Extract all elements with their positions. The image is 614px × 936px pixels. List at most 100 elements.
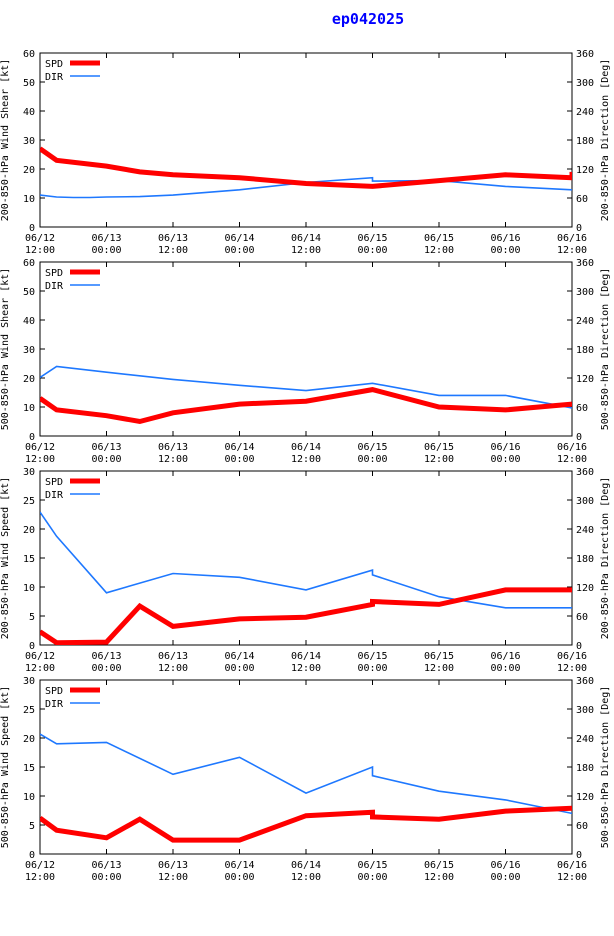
y2-tick-label: 120: [576, 792, 594, 803]
chart-panel-3: 05101520253006012018024030036006/1212:00…: [0, 467, 611, 674]
x-tick-time: 00:00: [490, 454, 520, 465]
y2-tick-label: 60: [576, 821, 588, 832]
y2-tick-label: 180: [576, 136, 594, 147]
x-tick-date: 06/14: [291, 442, 321, 453]
y-tick-label: 0: [29, 641, 35, 652]
spd-series-line: [40, 805, 572, 843]
x-tick-time: 12:00: [158, 454, 188, 465]
x-tick-time: 12:00: [424, 663, 454, 674]
y2-tick-label: 60: [576, 194, 588, 205]
spd-series-line: [40, 146, 572, 189]
x-tick-time: 12:00: [158, 663, 188, 674]
y-tick-label: 15: [23, 554, 35, 565]
y2-tick-label: 360: [576, 467, 594, 478]
x-tick-time: 12:00: [424, 245, 454, 256]
y-tick-label: 60: [23, 258, 35, 269]
y-tick-label: 10: [23, 792, 35, 803]
x-tick-date: 06/15: [357, 651, 387, 662]
spd-series-line: [40, 587, 572, 645]
y-tick-label: 20: [23, 374, 35, 385]
x-tick-time: 00:00: [357, 872, 387, 883]
y2-axis-label: 200-850-hPa Direction [Deg]: [600, 477, 611, 640]
dir-series-line: [40, 733, 572, 815]
x-tick-time: 00:00: [490, 245, 520, 256]
y-tick-label: 0: [29, 850, 35, 861]
x-tick-date: 06/13: [158, 860, 188, 871]
y2-tick-label: 60: [576, 403, 588, 414]
dir-series-line: [40, 365, 572, 409]
y2-tick-label: 120: [576, 374, 594, 385]
x-tick-date: 06/14: [224, 860, 254, 871]
x-tick-date: 06/13: [158, 442, 188, 453]
x-tick-date: 06/15: [357, 233, 387, 244]
y-tick-label: 50: [23, 287, 35, 298]
y2-tick-label: 300: [576, 78, 594, 89]
y2-tick-label: 360: [576, 676, 594, 687]
y-tick-label: 5: [29, 821, 35, 832]
x-tick-date: 06/14: [291, 233, 321, 244]
y2-tick-label: 180: [576, 345, 594, 356]
x-tick-time: 12:00: [291, 872, 321, 883]
x-tick-date: 06/15: [424, 860, 454, 871]
y2-tick-label: 180: [576, 763, 594, 774]
x-tick-time: 00:00: [490, 663, 520, 674]
dir-series-line: [40, 176, 572, 199]
x-tick-time: 12:00: [291, 454, 321, 465]
x-tick-time: 00:00: [91, 245, 121, 256]
x-tick-date: 06/13: [158, 651, 188, 662]
x-tick-time: 00:00: [224, 663, 254, 674]
x-tick-time: 12:00: [557, 454, 587, 465]
plot-frame: [39, 52, 573, 228]
y-tick-label: 40: [23, 316, 35, 327]
x-tick-date: 06/16: [490, 442, 520, 453]
y-axis-label: 500-850-hPa Wind Shear [kt]: [0, 268, 11, 431]
x-tick-date: 06/15: [424, 651, 454, 662]
y2-tick-label: 0: [576, 850, 582, 861]
y2-axis-label: 500-850-hPa Direction [Deg]: [600, 268, 611, 431]
legend-spd-label: SPD: [45, 477, 63, 488]
x-tick-date: 06/14: [224, 233, 254, 244]
x-tick-date: 06/15: [357, 860, 387, 871]
x-tick-time: 00:00: [91, 872, 121, 883]
legend-dir-label: DIR: [45, 699, 64, 710]
x-tick-time: 12:00: [158, 245, 188, 256]
x-tick-time: 12:00: [25, 663, 55, 674]
x-tick-date: 06/16: [557, 233, 587, 244]
y-tick-label: 30: [23, 136, 35, 147]
x-tick-time: 00:00: [357, 245, 387, 256]
legend-dir-label: DIR: [45, 490, 64, 501]
y-tick-label: 60: [23, 49, 35, 60]
x-tick-date: 06/16: [490, 233, 520, 244]
y-tick-label: 30: [23, 345, 35, 356]
legend-dir-label: DIR: [45, 281, 64, 292]
chart-panels: 010203040506006012018024030036006/1212:0…: [0, 49, 611, 883]
x-tick-date: 06/12: [25, 651, 55, 662]
legend-spd-label: SPD: [45, 268, 63, 279]
y2-tick-label: 0: [576, 641, 582, 652]
y-tick-label: 20: [23, 734, 35, 745]
x-tick-time: 00:00: [357, 663, 387, 674]
x-tick-date: 06/16: [557, 442, 587, 453]
x-tick-date: 06/16: [557, 651, 587, 662]
x-tick-time: 12:00: [25, 872, 55, 883]
y2-tick-label: 0: [576, 432, 582, 443]
x-tick-time: 12:00: [158, 872, 188, 883]
x-tick-time: 12:00: [557, 663, 587, 674]
x-tick-date: 06/14: [291, 651, 321, 662]
y2-tick-label: 300: [576, 705, 594, 716]
y2-axis-label: 500-850-hPa Direction [Deg]: [600, 686, 611, 849]
y-tick-label: 15: [23, 763, 35, 774]
y-tick-label: 0: [29, 432, 35, 443]
y-tick-label: 25: [23, 705, 35, 716]
chart-panel-1: 010203040506006012018024030036006/1212:0…: [0, 49, 611, 256]
x-tick-date: 06/16: [557, 860, 587, 871]
y-tick-label: 5: [29, 612, 35, 623]
y2-tick-label: 180: [576, 554, 594, 565]
x-tick-time: 12:00: [424, 454, 454, 465]
x-tick-time: 00:00: [224, 454, 254, 465]
y2-tick-label: 240: [576, 316, 594, 327]
y2-axis-label: 200-850-hPa Direction [Deg]: [600, 59, 611, 222]
y-tick-label: 30: [23, 467, 35, 478]
y2-tick-label: 300: [576, 287, 594, 298]
x-tick-date: 06/13: [91, 651, 121, 662]
